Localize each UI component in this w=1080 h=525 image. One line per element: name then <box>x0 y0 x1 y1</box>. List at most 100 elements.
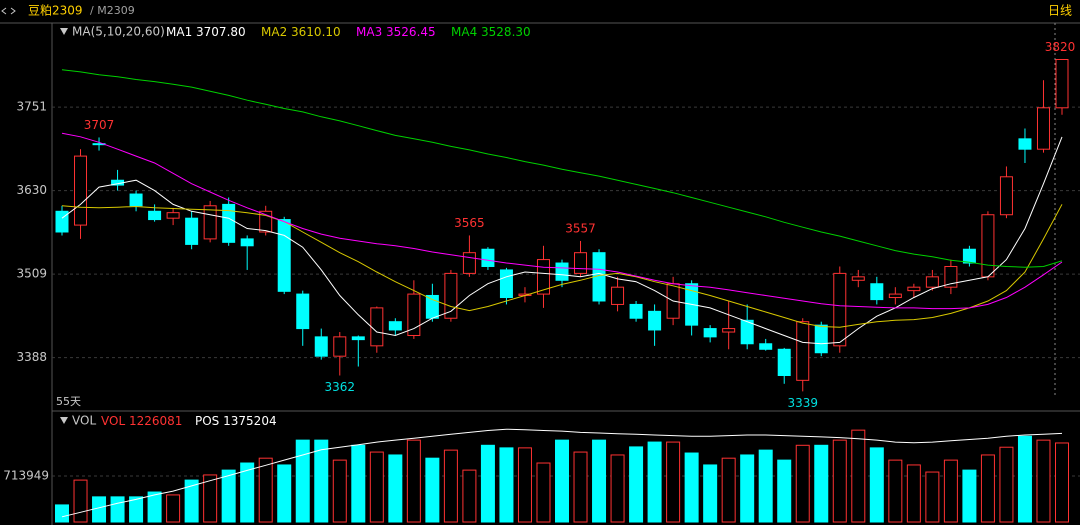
ma-name: MA3 <box>356 25 382 39</box>
candle-body <box>740 319 754 345</box>
candle-body <box>203 205 217 240</box>
volume-bar <box>980 454 995 523</box>
ma-legend: MA4 3528.30 <box>451 25 531 39</box>
price-annotation: 3362 <box>325 380 356 394</box>
candle-body <box>925 276 939 288</box>
volume-bar <box>703 464 718 523</box>
ma-line <box>61 69 1063 268</box>
candle-body <box>314 336 328 357</box>
candle-body <box>333 336 347 357</box>
pos-name: POS <box>195 414 219 428</box>
ma-value: 3610.10 <box>291 25 341 39</box>
pos-legend: POS 1375204 <box>195 414 277 428</box>
candle-body <box>611 286 625 305</box>
volume-bar <box>92 496 107 523</box>
volume-bar <box>480 444 495 523</box>
volume-bar <box>777 459 792 523</box>
volume-bar <box>203 474 218 523</box>
ma-name: MA2 <box>261 25 287 39</box>
candle-body <box>759 343 773 350</box>
candle-body <box>555 262 569 281</box>
volume-bar <box>1055 442 1069 523</box>
candle-body <box>722 328 736 333</box>
volume-bar <box>666 441 681 523</box>
volume-bar <box>943 459 958 523</box>
contract-icon[interactable] <box>1 7 16 15</box>
volume-bar <box>129 496 144 523</box>
volume-bar <box>332 459 347 523</box>
ma-line <box>61 204 1063 328</box>
volume-bar <box>1036 439 1051 523</box>
pos-line <box>61 428 1063 518</box>
candle-body <box>1036 107 1050 150</box>
volume-name: VOL <box>101 414 125 428</box>
candle-body <box>981 214 995 278</box>
volume-bar <box>555 439 569 523</box>
candle-body <box>55 210 69 233</box>
period[interactable]: 日线 <box>1048 4 1072 18</box>
candle-body <box>148 210 162 221</box>
volume-bar <box>925 471 940 523</box>
volume-bar <box>629 446 644 523</box>
volume-bar <box>610 454 625 523</box>
candle-body <box>1055 58 1069 109</box>
volume-bar <box>388 454 403 523</box>
indicator-toggle[interactable] <box>60 28 68 35</box>
price-annotation: 3339 <box>787 396 818 410</box>
volume-bar <box>851 429 866 523</box>
contract: / M2309 <box>90 4 135 17</box>
candle-body <box>166 212 180 219</box>
candle-body <box>370 307 384 347</box>
candle-body <box>499 269 513 299</box>
candle-body <box>944 265 958 288</box>
volume-bar <box>147 491 162 523</box>
volume-bar <box>517 447 532 523</box>
candle-body <box>814 324 828 354</box>
candle-body <box>129 193 143 207</box>
y-tick-label: 3509 <box>16 267 47 281</box>
candle-body <box>648 310 662 331</box>
candle-body <box>777 348 791 377</box>
candle-body <box>962 248 976 264</box>
volume-bar <box>906 464 921 523</box>
volume-bar <box>184 479 199 523</box>
candle-body <box>536 259 550 295</box>
pos-last: 1375204 <box>223 414 276 428</box>
span-label: 55天 <box>56 395 81 408</box>
ma-name: MA4 <box>451 25 477 39</box>
candle-body <box>240 238 254 247</box>
y-tick-label: 3388 <box>16 350 47 364</box>
volume-bar <box>55 504 69 523</box>
volume-bar <box>166 494 181 523</box>
volume-last: 1226081 <box>129 414 182 428</box>
candle-body <box>870 283 884 301</box>
candle-body <box>462 252 476 274</box>
y-tick-label: 3630 <box>16 183 47 197</box>
indicator-toggle[interactable] <box>60 417 68 424</box>
volume-bar <box>795 444 810 523</box>
candle-body <box>425 294 439 319</box>
symbol[interactable]: 豆粕2309 <box>28 3 83 18</box>
volume-bar <box>277 464 292 523</box>
candle-body <box>907 286 921 292</box>
candle-body <box>574 252 588 274</box>
candle-body <box>796 321 810 381</box>
volume-bar <box>962 469 977 523</box>
volume-bar <box>425 457 440 523</box>
candle-body <box>703 328 717 338</box>
y-tick-label: 713949 <box>3 468 49 482</box>
candle-body <box>629 303 643 319</box>
volume-bar <box>295 439 310 523</box>
price-annotation: 3557 <box>565 221 596 235</box>
volume-bar <box>573 451 588 523</box>
ma-line <box>61 136 1063 345</box>
ma-name: MA1 <box>166 25 192 39</box>
volume-bar <box>110 496 125 523</box>
candle-body <box>1018 138 1032 150</box>
ma-legend: MA3 3526.45 <box>356 25 436 39</box>
volume-bar <box>869 447 884 523</box>
volume-bar <box>258 457 273 523</box>
volume-bar <box>592 439 607 523</box>
volume-bar <box>832 439 847 523</box>
ma-line <box>61 132 1063 310</box>
